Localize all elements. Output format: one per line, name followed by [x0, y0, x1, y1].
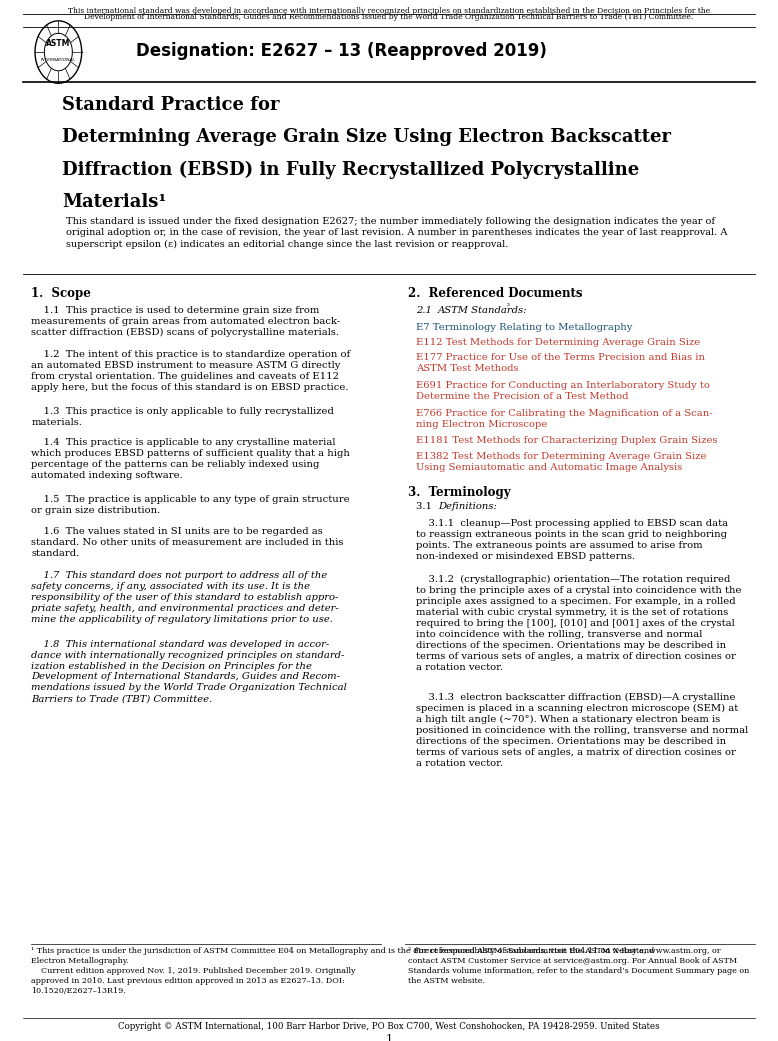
- Text: INTERNATIONAL: INTERNATIONAL: [41, 58, 75, 62]
- Text: E766 Practice for Calibrating the Magnification of a Scan-
ning Electron Microsc: E766 Practice for Calibrating the Magnif…: [416, 409, 713, 429]
- Text: ¹ This practice is under the jurisdiction of ASTM Committee E04 on Metallography: ¹ This practice is under the jurisdictio…: [31, 947, 654, 994]
- Text: 3.1.2  (crystallographic) orientation—The rotation required
to bring the princip: 3.1.2 (crystallographic) orientation—The…: [416, 575, 741, 671]
- Text: Materials¹: Materials¹: [62, 193, 166, 210]
- Text: 2.  Referenced Documents: 2. Referenced Documents: [408, 287, 583, 300]
- Text: 1: 1: [385, 1034, 393, 1041]
- Text: 3.1: 3.1: [416, 502, 439, 511]
- Text: Designation: E2627 – 13 (Reapproved 2019): Designation: E2627 – 13 (Reapproved 2019…: [136, 42, 547, 59]
- Text: Copyright © ASTM International, 100 Barr Harbor Drive, PO Box C700, West Conshoh: Copyright © ASTM International, 100 Barr…: [118, 1022, 660, 1032]
- Text: 1.2  The intent of this practice is to standardize operation of
an automated EBS: 1.2 The intent of this practice is to st…: [31, 350, 350, 392]
- Text: Standard Practice for: Standard Practice for: [62, 96, 280, 113]
- Text: 3.1.3  electron backscatter diffraction (EBSD)—A crystalline
specimen is placed : 3.1.3 electron backscatter diffraction (…: [416, 693, 748, 768]
- Text: E177 Practice for Use of the Terms Precision and Bias in
ASTM Test Methods: E177 Practice for Use of the Terms Preci…: [416, 353, 705, 374]
- Text: Development of International Standards, Guides and Recommendations issued by the: Development of International Standards, …: [84, 14, 694, 21]
- Text: 1.3  This practice is only applicable to fully recrystallized
materials.: 1.3 This practice is only applicable to …: [31, 407, 334, 427]
- Text: 1.4  This practice is applicable to any crystalline material
which produces EBSD: 1.4 This practice is applicable to any c…: [31, 438, 350, 480]
- Text: 3.1.1  cleanup—Post processing applied to EBSD scan data
to reassign extraneous : 3.1.1 cleanup—Post processing applied to…: [416, 518, 728, 560]
- Text: 1.8  This international standard was developed in accor-
dance with internationa: 1.8 This international standard was deve…: [31, 639, 347, 704]
- Text: This international standard was developed in accordance with internationally rec: This international standard was develope…: [68, 6, 710, 15]
- Text: E7 Terminology Relating to Metallography: E7 Terminology Relating to Metallography: [416, 323, 633, 331]
- Text: 1.7  This standard does not purport to address all of the
safety concerns, if an: 1.7 This standard does not purport to ad…: [31, 570, 339, 624]
- Text: ²: ²: [506, 303, 510, 311]
- Text: E112 Test Methods for Determining Average Grain Size: E112 Test Methods for Determining Averag…: [416, 338, 700, 347]
- Text: ASTM: ASTM: [46, 40, 71, 48]
- Text: Diffraction (EBSD) in Fully Recrystallized Polycrystalline: Diffraction (EBSD) in Fully Recrystalliz…: [62, 160, 640, 179]
- Text: 1.6  The values stated in SI units are to be regarded as
standard. No other unit: 1.6 The values stated in SI units are to…: [31, 527, 344, 558]
- Text: 2.1: 2.1: [416, 306, 438, 315]
- Text: ² For referenced ASTM standards, visit the ASTM website, www.astm.org, or
contac: ² For referenced ASTM standards, visit t…: [408, 947, 750, 985]
- Text: ASTM Standards:: ASTM Standards:: [438, 306, 527, 315]
- Text: E1181 Test Methods for Characterizing Duplex Grain Sizes: E1181 Test Methods for Characterizing Du…: [416, 436, 718, 446]
- Text: 1.  Scope: 1. Scope: [31, 287, 91, 300]
- Text: E691 Practice for Conducting an Interlaboratory Study to
Determine the Precision: E691 Practice for Conducting an Interlab…: [416, 381, 710, 401]
- Text: Definitions:: Definitions:: [438, 502, 497, 511]
- Text: 1.5  The practice is applicable to any type of grain structure
or grain size dis: 1.5 The practice is applicable to any ty…: [31, 494, 350, 515]
- Text: 3.  Terminology: 3. Terminology: [408, 486, 511, 499]
- Text: 1.1  This practice is used to determine grain size from
measurements of grain ar: 1.1 This practice is used to determine g…: [31, 306, 340, 337]
- Text: E1382 Test Methods for Determining Average Grain Size
Using Semiautomatic and Au: E1382 Test Methods for Determining Avera…: [416, 452, 706, 472]
- Text: Determining Average Grain Size Using Electron Backscatter: Determining Average Grain Size Using Ele…: [62, 128, 671, 146]
- Text: This standard is issued under the fixed designation E2627; the number immediatel: This standard is issued under the fixed …: [66, 217, 727, 249]
